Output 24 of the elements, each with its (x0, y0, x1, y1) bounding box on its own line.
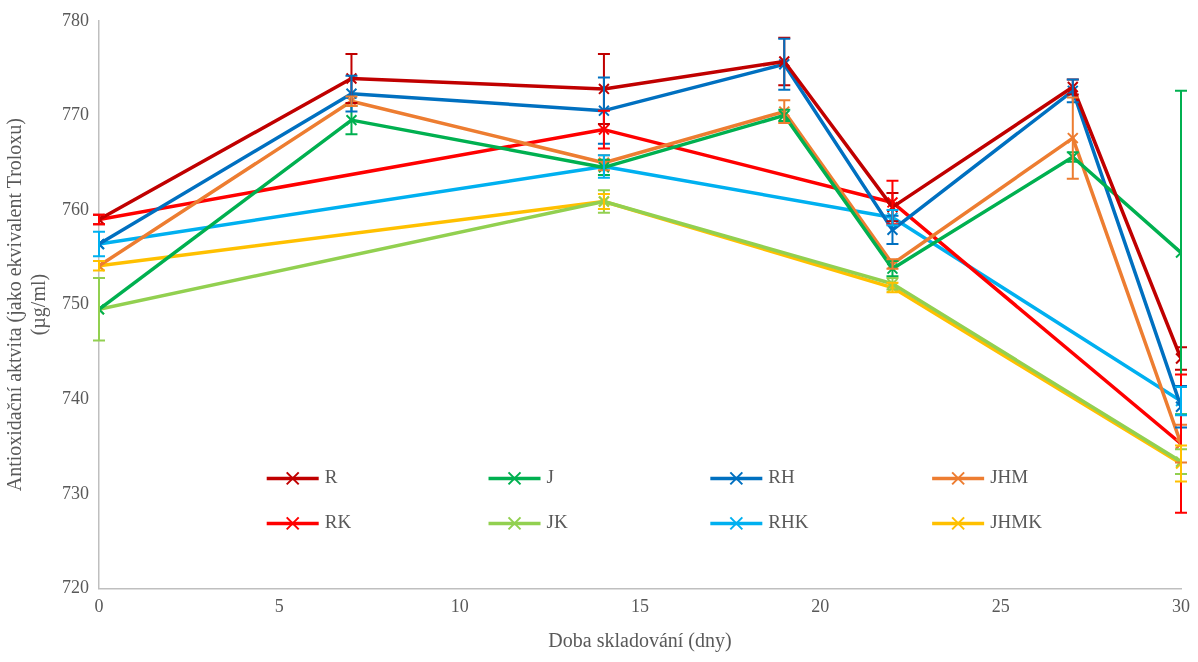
y-tick-label: 730 (62, 482, 89, 503)
x-tick-label: 30 (1172, 595, 1190, 616)
y-tick-label: 720 (62, 577, 89, 598)
y-tick-label: 740 (62, 387, 89, 408)
y-tick-label: 770 (62, 104, 89, 125)
legend-label: JHMK (990, 511, 1043, 533)
x-tick-label: 5 (274, 595, 284, 616)
x-tick-label: 25 (991, 595, 1010, 616)
y-tick-label: 750 (62, 293, 89, 314)
legend-label: J (546, 466, 554, 488)
y-tick-label: 760 (62, 198, 89, 219)
legend-label: R (324, 466, 338, 488)
legend-label: RHK (768, 511, 809, 533)
legend-label: RK (324, 511, 352, 533)
x-axis-title: Doba skladování (dny) (548, 629, 732, 653)
legend-label: RH (768, 466, 795, 488)
x-tick-label: 15 (631, 595, 649, 616)
y-axis-title: Antioxidační aktvita (jako ekvivalent Troloxu) (µg/ml) (3, 117, 51, 492)
x-tick-label: 20 (811, 595, 830, 616)
x-tick-label: 0 (94, 595, 104, 616)
y-tick-label: 780 (62, 9, 89, 30)
x-tick-label: 10 (450, 595, 469, 616)
legend-label: JK (546, 511, 568, 533)
legend-label: JHM (990, 466, 1029, 488)
